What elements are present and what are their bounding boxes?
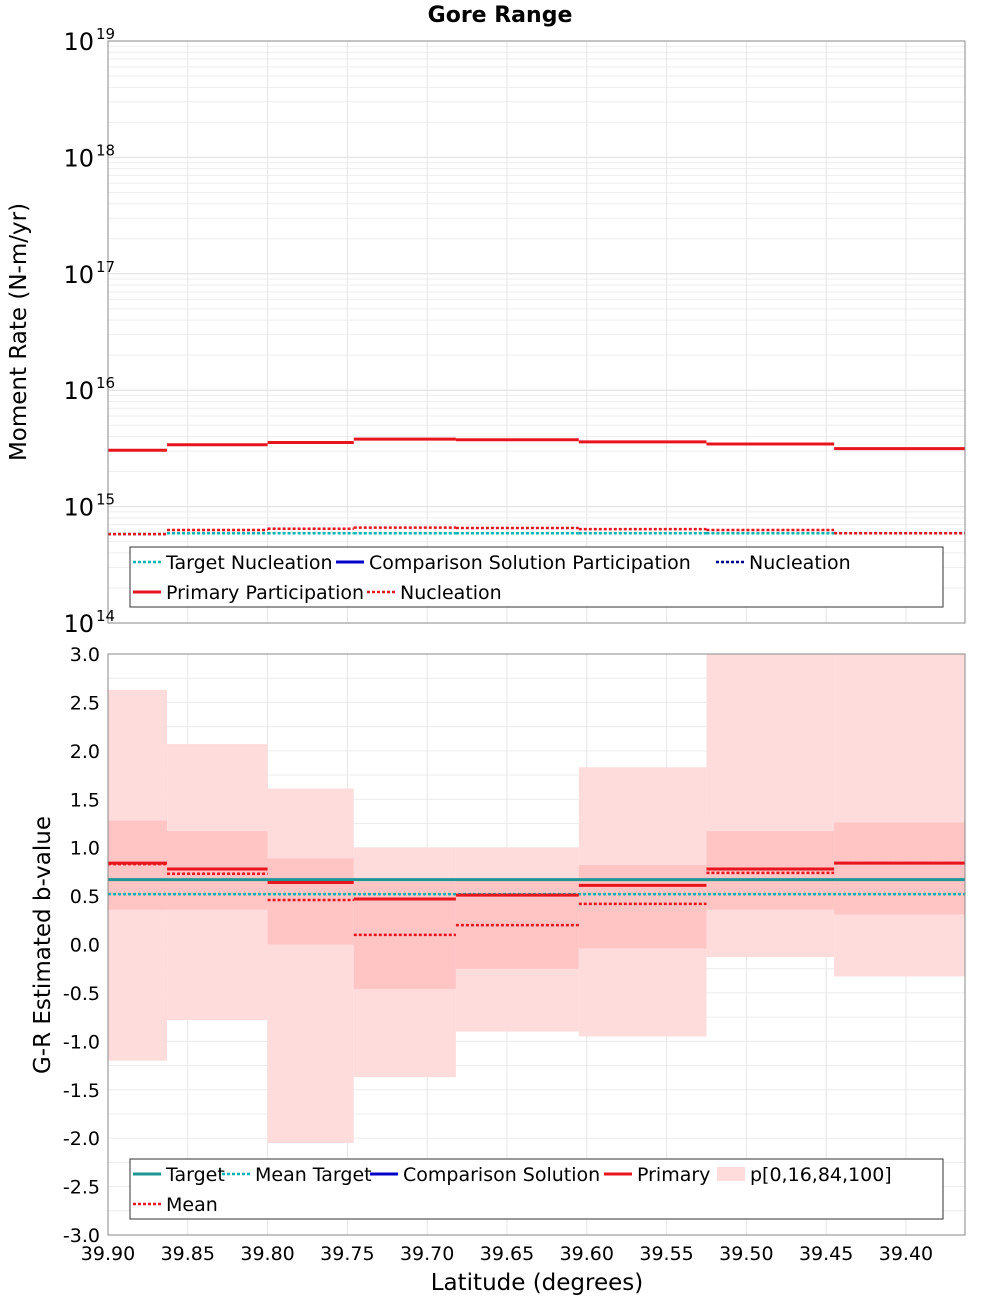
chart-title: Gore Range [428, 3, 573, 28]
bottom-y-tick-label: 0.5 [70, 886, 100, 908]
band-p16-p84 [834, 822, 965, 915]
bottom-legend: Target Mean Target Comparison Solution Prim… [129, 1158, 944, 1220]
legend-label: Mean Target [255, 1164, 372, 1186]
x-tick-label: 39.80 [240, 1243, 294, 1265]
legend-label: Primary Participation [166, 582, 364, 604]
legend-box [129, 1158, 944, 1220]
legend-label: p[0,16,84,100] [750, 1164, 892, 1186]
bottom-y-tick-label: 3.0 [70, 644, 100, 666]
legend-label: Nucleation [749, 552, 851, 574]
b-value-panel: 3.0 2.5 2.0 1.5 1.0 0.5 0.0 -0.5 -1.0 -1.5 -2.0 -2.… [63, 644, 966, 1265]
x-tick-label: 39.45 [799, 1243, 853, 1265]
top-y-tick-base: 10 [63, 28, 94, 56]
x-axis-label: Latitude (degrees) [431, 1270, 644, 1296]
legend-label: Target Nucleation [165, 552, 333, 574]
top-grid [107, 41, 965, 624]
bottom-y-tick-label: -3.0 [63, 1225, 100, 1247]
bottom-y-tick-label: -2.0 [63, 1128, 100, 1150]
legend-label: Comparison Solution [403, 1164, 600, 1186]
bottom-plot-frame [107, 653, 966, 1236]
x-tick-label: 39.65 [480, 1243, 534, 1265]
bottom-y-tick-label: -1.0 [63, 1031, 100, 1053]
legend-label: Primary [637, 1164, 710, 1186]
legend-swatch [717, 1167, 745, 1181]
top-y-tick-base: 10 [63, 261, 94, 289]
legend-label: Mean [166, 1194, 218, 1216]
x-tick-label: 39.90 [81, 1243, 135, 1265]
top-y-tick-exponent: 19 [96, 25, 115, 43]
band-p16-p84 [267, 858, 354, 945]
x-tick-label: 39.75 [320, 1243, 374, 1265]
bottom-y-tick-label: -1.5 [63, 1080, 100, 1102]
x-tick-label: 39.85 [161, 1243, 215, 1265]
top-y-tick-base: 10 [63, 494, 94, 522]
top-y-tick-exponent: 18 [96, 141, 115, 159]
bottom-y-axis-label: G-R Estimated b-value [30, 816, 56, 1074]
x-ticks: 39.90 39.85 39.80 39.75 39.70 39.65 39.60 39.55… [81, 1243, 933, 1265]
band-p16-p84 [108, 820, 168, 910]
top-y-tick-base: 10 [63, 144, 94, 172]
bottom-y-ticks: 3.0 2.5 2.0 1.5 1.0 0.5 0.0 -0.5 -1.0 -1.5 -2.0 -2.… [63, 644, 100, 1247]
band-p0-p100 [706, 654, 835, 958]
legend-label: Nucleation [400, 582, 502, 604]
bottom-y-tick-label: 0.0 [70, 935, 100, 957]
bottom-y-tick-label: 1.0 [70, 838, 100, 860]
top-y-tick-base: 10 [63, 377, 94, 405]
top-y-axis-label: Moment Rate (N-m/yr) [6, 203, 32, 461]
bottom-y-tick-label: -0.5 [63, 983, 100, 1005]
band-p0-p100 [267, 788, 354, 1144]
bottom-y-tick-label: 1.5 [70, 789, 100, 811]
top-series [108, 437, 965, 536]
top-y-tick-exponent: 17 [96, 258, 115, 276]
top-y-tick-exponent: 16 [96, 374, 115, 392]
x-tick-label: 39.50 [719, 1243, 773, 1265]
legend-box [129, 546, 944, 608]
bottom-series [108, 861, 965, 937]
x-tick-label: 39.60 [560, 1243, 614, 1265]
top-y-tick-exponent: 14 [96, 607, 115, 625]
legend-label: Target [165, 1164, 225, 1186]
bottom-y-tick-label: -2.5 [63, 1177, 100, 1199]
bottom-y-tick-label: 2.0 [70, 741, 100, 763]
bottom-y-tick-label: 2.5 [70, 692, 100, 714]
top-y-tick-exponent: 15 [96, 491, 115, 509]
x-tick-label: 39.55 [639, 1243, 693, 1265]
band-p0-p100 [834, 654, 965, 977]
x-tick-label: 39.40 [879, 1243, 933, 1265]
top-legend: Target Nucleation Comparison Solution Par… [129, 546, 944, 608]
band-p16-p84 [578, 865, 707, 949]
percentile-bands [108, 654, 965, 1144]
legend-label: Comparison Solution Participation [369, 552, 691, 574]
top-y-tick-base: 10 [63, 610, 94, 638]
top-plot-frame [107, 40, 966, 624]
x-tick-label: 39.70 [400, 1243, 454, 1265]
